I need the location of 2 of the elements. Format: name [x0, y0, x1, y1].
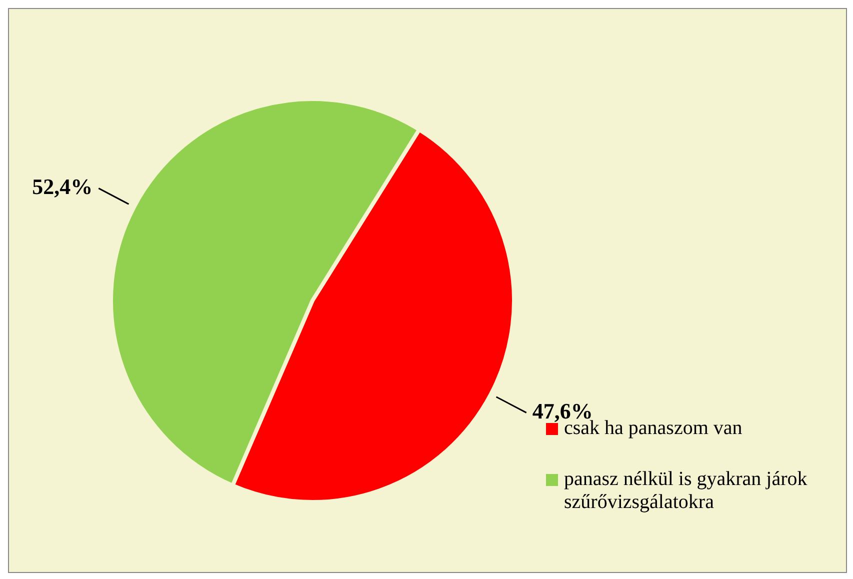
data-label: 52,4% [32, 174, 93, 200]
legend-label: panasz nélkül is gyakran járok szűrővizsgálatokra [564, 468, 808, 514]
